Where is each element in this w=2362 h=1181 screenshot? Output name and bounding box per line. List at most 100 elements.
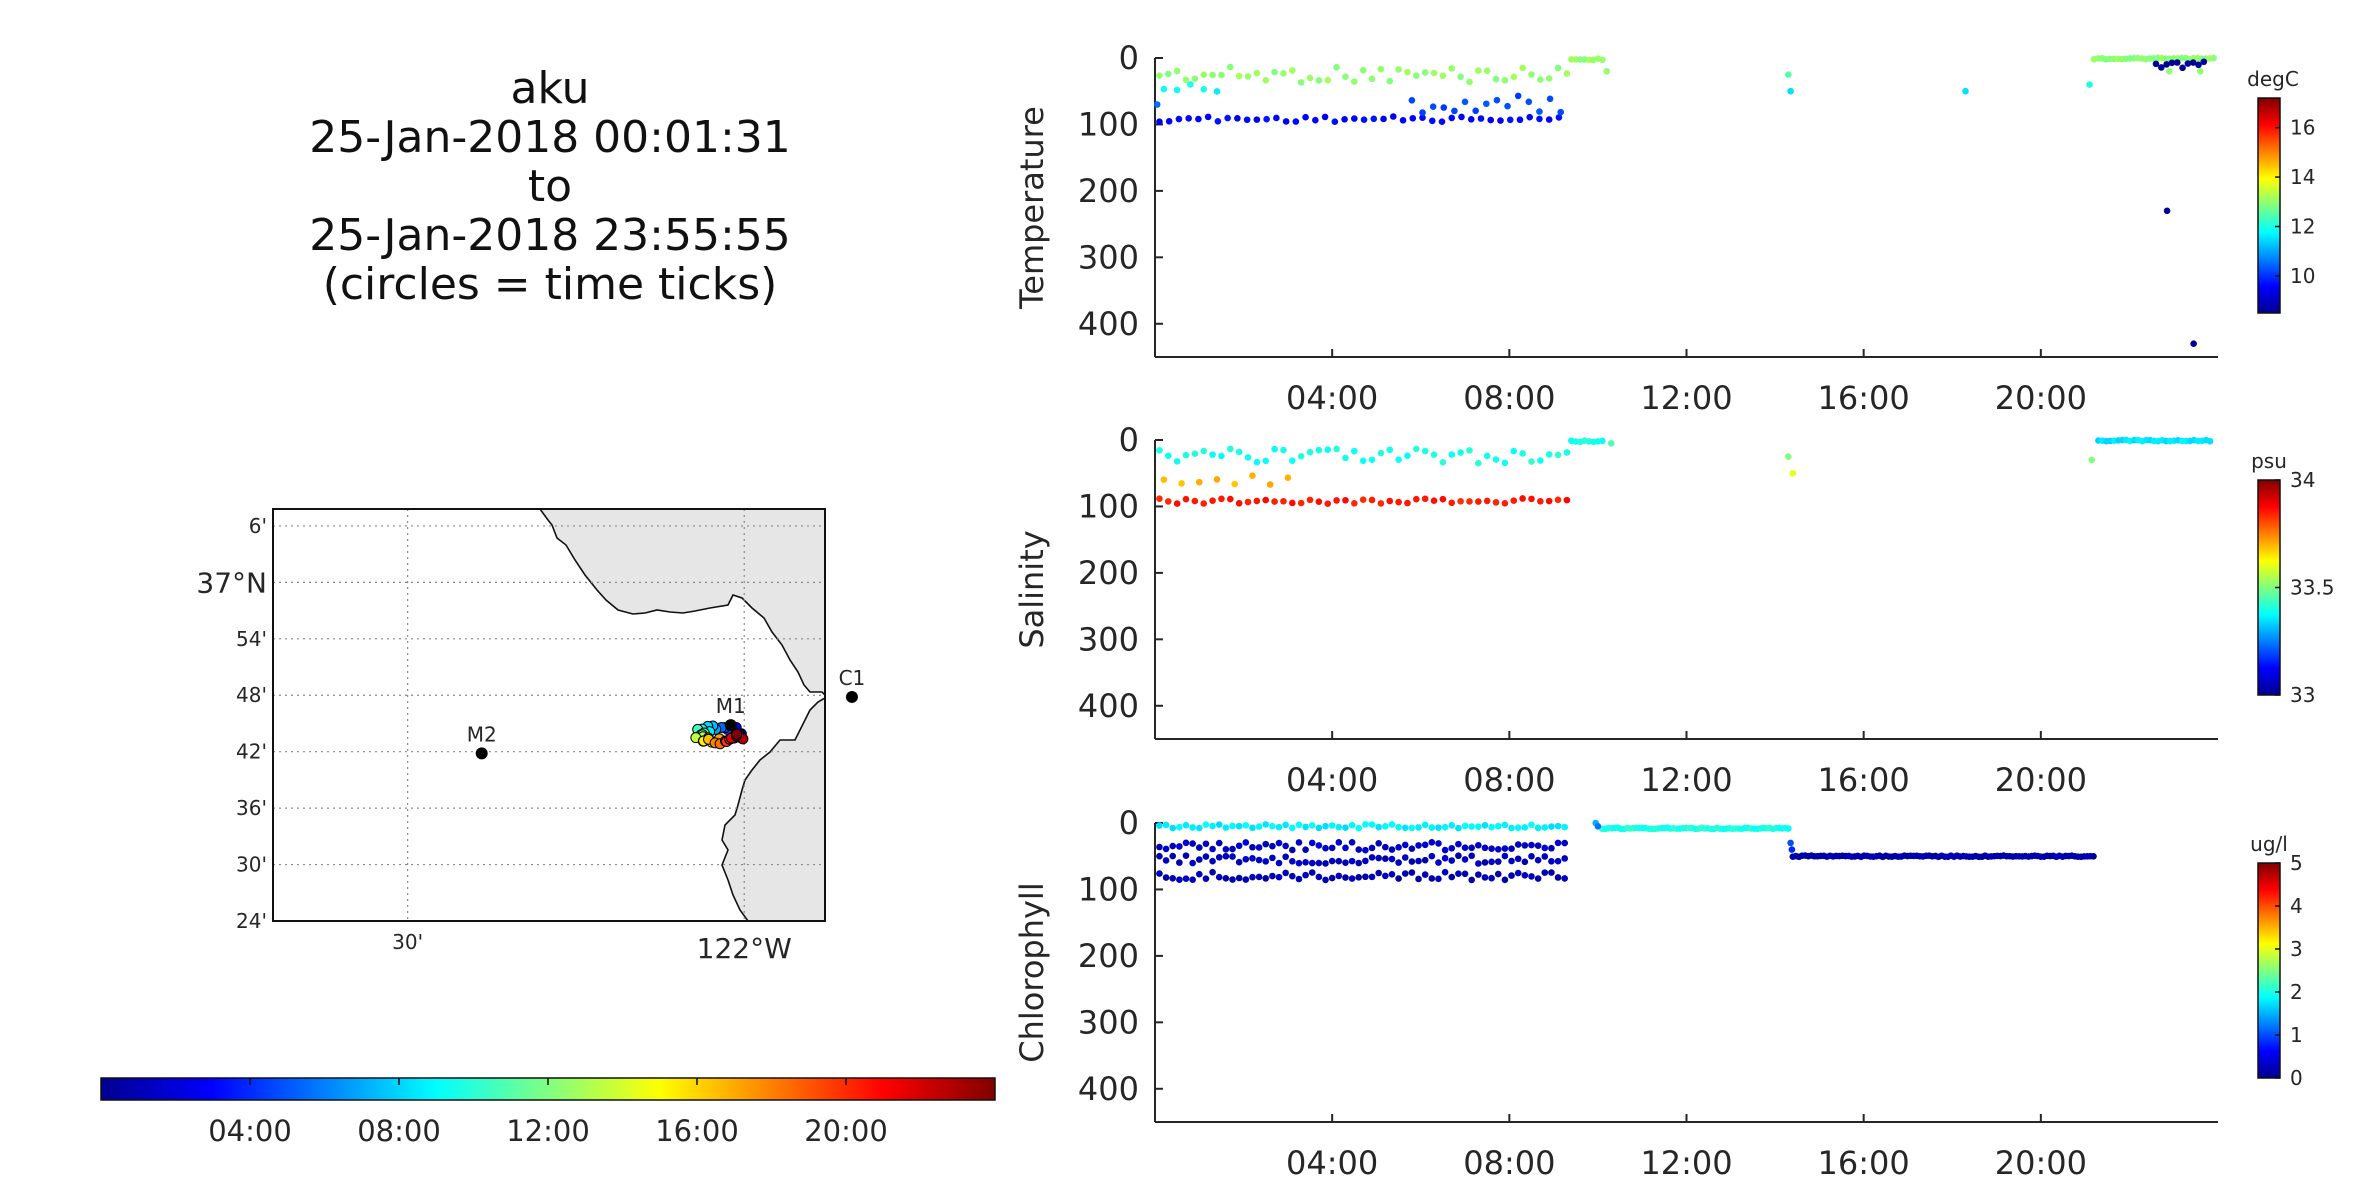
data-point (1534, 824, 1542, 832)
data-point (1218, 495, 1225, 503)
data-point (1255, 844, 1263, 851)
data-point (1537, 76, 1544, 83)
data-point (1466, 447, 1473, 454)
data-point (1467, 115, 1475, 123)
data-point (1789, 469, 1797, 477)
data-point (1362, 873, 1369, 881)
data-point (1388, 871, 1396, 878)
data-point (1395, 498, 1402, 506)
data-point (1176, 876, 1183, 883)
data-point (1448, 873, 1456, 881)
data-point (1162, 821, 1170, 829)
data-point (1182, 76, 1190, 84)
data-point (1182, 821, 1190, 829)
data-point (1222, 852, 1230, 860)
colorbar-tick-label: 4 (2290, 894, 2303, 918)
data-point (1222, 874, 1230, 882)
data-point (1481, 822, 1489, 829)
data-point (1214, 118, 1222, 125)
data-point (1448, 114, 1456, 122)
data-point (1355, 874, 1363, 881)
panel-chlorophyll: 0 100 200 300 400 04:00 08:00 12:00 16:00 20:00 Ch… (1013, 804, 2303, 1181)
station-marker-c1 (845, 690, 858, 703)
data-point (1448, 857, 1456, 864)
data-point (1253, 497, 1261, 505)
data-point (1249, 843, 1256, 851)
data-point (1528, 495, 1535, 503)
data-point (1519, 495, 1526, 502)
colorbar-tick-label: 14 (2290, 165, 2315, 189)
data-point (1554, 874, 1562, 881)
data-point (1200, 85, 1208, 93)
data-point (1408, 96, 1416, 104)
x-tick-label: 20:00 (1995, 1144, 2087, 1181)
data-point (1282, 118, 1290, 125)
data-point (1269, 854, 1276, 862)
data-point (1255, 856, 1263, 864)
data-point (1182, 495, 1190, 503)
data-point (1195, 870, 1203, 878)
data-point (1554, 857, 1562, 865)
data-point (1441, 854, 1449, 862)
data-point (1282, 853, 1289, 861)
data-point (1176, 843, 1183, 850)
colorbar-tick-label: 2 (2290, 980, 2303, 1004)
data-point (1249, 873, 1256, 881)
data-point (1341, 115, 1348, 123)
data-point (1271, 445, 1278, 453)
data-point (1182, 875, 1190, 883)
data-point (1176, 859, 1183, 866)
map-lat-label: 42' (236, 740, 267, 764)
data-point (1785, 71, 1792, 78)
data-point (1235, 822, 1243, 830)
data-point (1253, 116, 1261, 123)
colorbar-tick-label: 12 (2290, 215, 2315, 239)
data-point (1448, 499, 1456, 507)
data-point (1308, 869, 1316, 876)
data-point (1430, 69, 1438, 77)
data-point (1235, 858, 1243, 866)
map-lon-labels: 30' 122°W (392, 930, 792, 965)
data-point (1189, 824, 1196, 831)
data-point (1439, 495, 1447, 503)
data-point (1483, 497, 1491, 505)
data-point (1455, 824, 1462, 832)
data-point (1282, 869, 1289, 877)
data-point (1483, 452, 1491, 460)
colorbar-tick-label: 10 (2290, 264, 2315, 288)
data-point (1506, 116, 1514, 124)
data-point (1282, 842, 1289, 850)
data-point (1501, 876, 1509, 884)
data-point (1226, 445, 1234, 453)
data-point (1284, 474, 1292, 482)
data-point (1189, 876, 1196, 883)
data-point (1263, 115, 1270, 123)
data-point (1557, 108, 1565, 116)
data-point (1289, 858, 1296, 865)
data-point (1355, 846, 1363, 853)
data-point (1175, 115, 1183, 123)
data-point (1382, 855, 1389, 863)
data-point (1545, 75, 1553, 82)
data-point (1368, 75, 1376, 83)
data-point (1295, 821, 1303, 829)
y-tick-label: 200 (1078, 554, 1139, 592)
data-point (1262, 858, 1270, 865)
data-point (2189, 59, 2197, 66)
data-point (1455, 840, 1462, 848)
data-point (1235, 72, 1243, 80)
data-points (1153, 54, 2217, 348)
data-point (1328, 822, 1336, 829)
data-point (1368, 873, 1376, 881)
data-point (1153, 101, 1161, 108)
data-point (1492, 499, 1500, 506)
data-point (1164, 498, 1172, 505)
data-point (1226, 63, 1234, 71)
data-point (1200, 71, 1208, 78)
data-point (1289, 457, 1296, 464)
data-point (1302, 846, 1309, 854)
data-point (1169, 824, 1177, 832)
data-point (1389, 113, 1397, 120)
data-point (1525, 98, 1533, 106)
data-point (1308, 859, 1316, 867)
